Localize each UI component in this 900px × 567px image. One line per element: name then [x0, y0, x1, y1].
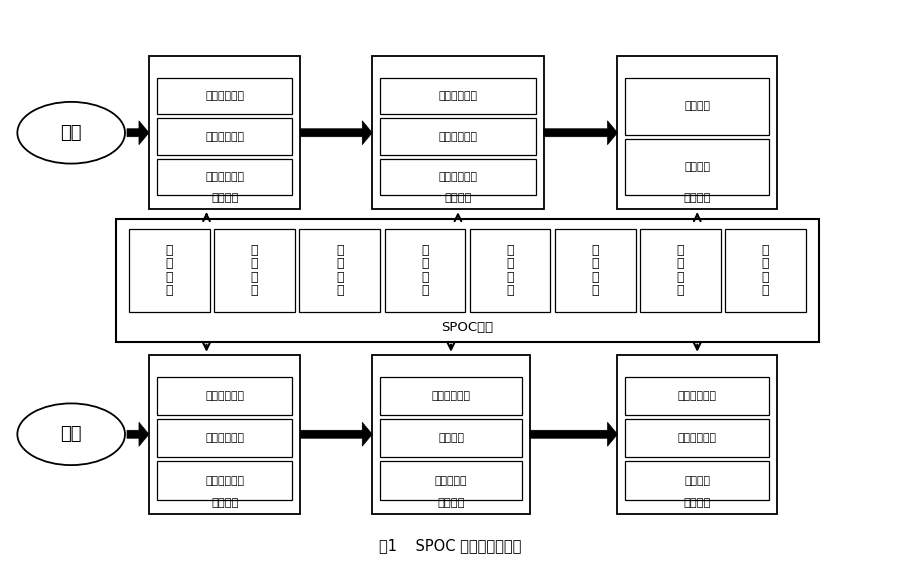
Text: 师生交流: 师生交流 — [684, 101, 710, 111]
Bar — [157, 78, 292, 115]
Polygon shape — [301, 422, 373, 446]
Text: 课后学习: 课后学习 — [683, 498, 711, 508]
Bar — [214, 229, 295, 312]
Text: 管
理
模
块: 管 理 模 块 — [761, 244, 770, 297]
Bar — [725, 229, 806, 312]
Bar — [148, 56, 301, 209]
Bar — [626, 462, 769, 500]
Text: 课后学习: 课后学习 — [683, 193, 711, 204]
Text: 统
计
模
块: 统 计 模 块 — [677, 244, 684, 297]
Bar — [157, 376, 292, 415]
Text: 小组讨论: 小组讨论 — [438, 433, 464, 443]
Text: 设置任务清单: 设置任务清单 — [205, 91, 244, 101]
Text: SPOC平台: SPOC平台 — [441, 321, 493, 335]
Bar — [148, 354, 301, 514]
Bar — [373, 354, 530, 514]
Bar — [380, 376, 522, 415]
Polygon shape — [301, 121, 373, 145]
Bar — [640, 229, 721, 312]
Bar — [380, 159, 536, 196]
Bar — [380, 119, 536, 155]
Polygon shape — [127, 121, 148, 145]
Text: 设置学习资源: 设置学习资源 — [205, 132, 244, 142]
Bar — [380, 78, 536, 115]
Bar — [157, 462, 292, 500]
Bar — [129, 229, 210, 312]
Text: 线上学习: 线上学习 — [211, 498, 239, 508]
Bar — [626, 376, 769, 415]
Bar — [555, 229, 635, 312]
Text: 深化知识内容: 深化知识内容 — [438, 91, 478, 101]
Bar — [617, 354, 777, 514]
Ellipse shape — [17, 403, 125, 465]
Text: 课堂学习: 课堂学习 — [445, 193, 472, 204]
Bar — [617, 56, 777, 209]
Text: 复习巩固: 复习巩固 — [684, 476, 710, 486]
Text: 共性问题讨论: 共性问题讨论 — [438, 132, 478, 142]
Text: 线上学习: 线上学习 — [211, 193, 239, 204]
Text: 视
频
模
块: 视 频 模 块 — [166, 244, 173, 297]
Text: 通
知
模
块: 通 知 模 块 — [336, 244, 344, 297]
Bar — [157, 119, 292, 155]
Text: 学生: 学生 — [60, 425, 82, 443]
Bar — [157, 159, 292, 196]
Polygon shape — [544, 121, 617, 145]
Text: 接受任务清单: 接受任务清单 — [205, 391, 244, 401]
Polygon shape — [530, 422, 617, 446]
Bar — [380, 419, 522, 458]
Bar — [157, 419, 292, 458]
Polygon shape — [127, 422, 148, 446]
Text: 探究式学习: 探究式学习 — [435, 476, 467, 486]
Bar — [470, 229, 551, 312]
Text: 课堂学习: 课堂学习 — [437, 498, 464, 508]
Text: 开展小组项目: 开展小组项目 — [438, 172, 478, 182]
Bar — [373, 56, 544, 209]
Bar — [384, 229, 465, 312]
Bar — [626, 78, 769, 135]
Ellipse shape — [17, 102, 125, 164]
Text: 完成课后作业: 完成课后作业 — [678, 433, 716, 443]
Text: 教学反思: 教学反思 — [684, 162, 710, 172]
Text: 监督学习过程: 监督学习过程 — [205, 172, 244, 182]
Text: 完成线上作业: 完成线上作业 — [205, 476, 244, 486]
Text: 改进小组项目: 改进小组项目 — [678, 391, 716, 401]
Bar — [626, 139, 769, 196]
Text: 小组项目展示: 小组项目展示 — [431, 391, 471, 401]
Text: 作
业
模
块: 作 业 模 块 — [421, 244, 428, 297]
Bar — [380, 462, 522, 500]
Bar — [626, 419, 769, 458]
Bar — [116, 219, 819, 342]
Text: 考
试
模
块: 考 试 模 块 — [507, 244, 514, 297]
Text: 讨
论
模
块: 讨 论 模 块 — [591, 244, 599, 297]
Text: 教师: 教师 — [60, 124, 82, 142]
Text: 学习线上资料: 学习线上资料 — [205, 433, 244, 443]
Bar — [300, 229, 380, 312]
Text: 资
料
模
块: 资 料 模 块 — [251, 244, 258, 297]
Text: 图1    SPOC 课程实施流程图: 图1 SPOC 课程实施流程图 — [379, 538, 521, 553]
